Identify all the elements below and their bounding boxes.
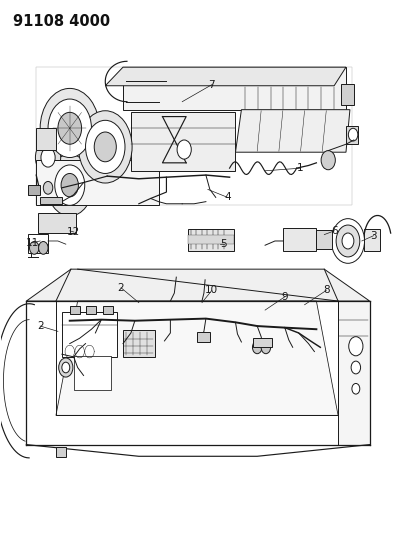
Polygon shape — [346, 126, 358, 144]
Circle shape — [261, 341, 270, 354]
Text: 2: 2 — [37, 321, 44, 331]
Text: 7: 7 — [209, 80, 215, 90]
Polygon shape — [36, 160, 158, 205]
Text: 1: 1 — [297, 163, 304, 173]
Bar — [86, 306, 96, 314]
Bar — [341, 84, 354, 105]
Polygon shape — [40, 197, 62, 204]
Polygon shape — [236, 110, 350, 152]
Circle shape — [61, 173, 78, 197]
Circle shape — [38, 241, 48, 254]
Circle shape — [59, 358, 73, 377]
Polygon shape — [74, 356, 111, 390]
Polygon shape — [131, 112, 236, 171]
Bar — [56, 447, 66, 457]
Polygon shape — [36, 128, 56, 150]
Polygon shape — [316, 230, 332, 249]
Text: 6: 6 — [331, 226, 337, 236]
Text: 9: 9 — [282, 292, 288, 302]
Circle shape — [351, 361, 361, 374]
Bar — [70, 306, 80, 314]
Bar — [188, 229, 234, 251]
Circle shape — [43, 181, 53, 194]
Bar — [38, 213, 76, 233]
Circle shape — [41, 148, 55, 167]
Polygon shape — [364, 229, 379, 251]
Polygon shape — [123, 67, 346, 110]
Text: 3: 3 — [370, 231, 377, 241]
Polygon shape — [56, 301, 338, 415]
Circle shape — [348, 128, 358, 141]
Circle shape — [352, 383, 360, 394]
Polygon shape — [253, 338, 272, 348]
Circle shape — [29, 241, 39, 254]
Circle shape — [48, 99, 91, 158]
Circle shape — [40, 88, 99, 168]
Circle shape — [58, 112, 82, 144]
Circle shape — [35, 141, 61, 174]
Circle shape — [94, 132, 116, 162]
Polygon shape — [197, 333, 210, 342]
Circle shape — [86, 120, 125, 173]
Polygon shape — [27, 269, 369, 301]
Text: 4: 4 — [224, 192, 231, 203]
Circle shape — [62, 362, 70, 373]
Circle shape — [177, 140, 191, 159]
Circle shape — [253, 341, 262, 354]
Text: 8: 8 — [323, 286, 329, 295]
Polygon shape — [28, 233, 48, 253]
Circle shape — [321, 151, 335, 169]
Text: 10: 10 — [205, 286, 218, 295]
Polygon shape — [105, 67, 346, 86]
Text: 5: 5 — [220, 239, 227, 248]
Polygon shape — [62, 312, 117, 357]
Bar — [283, 228, 316, 251]
Polygon shape — [27, 301, 369, 445]
Text: 2: 2 — [118, 283, 124, 293]
Text: 11: 11 — [26, 238, 39, 247]
Circle shape — [331, 219, 365, 263]
Bar — [103, 306, 113, 314]
Bar — [29, 185, 40, 195]
Circle shape — [47, 155, 93, 216]
Polygon shape — [123, 330, 154, 357]
Circle shape — [336, 225, 360, 257]
Circle shape — [78, 111, 132, 183]
Circle shape — [349, 337, 363, 356]
Text: 12: 12 — [67, 227, 80, 237]
Polygon shape — [338, 301, 369, 445]
Text: 91108 4000: 91108 4000 — [13, 14, 110, 29]
Circle shape — [55, 165, 85, 205]
Bar — [188, 235, 234, 244]
Circle shape — [342, 233, 354, 249]
